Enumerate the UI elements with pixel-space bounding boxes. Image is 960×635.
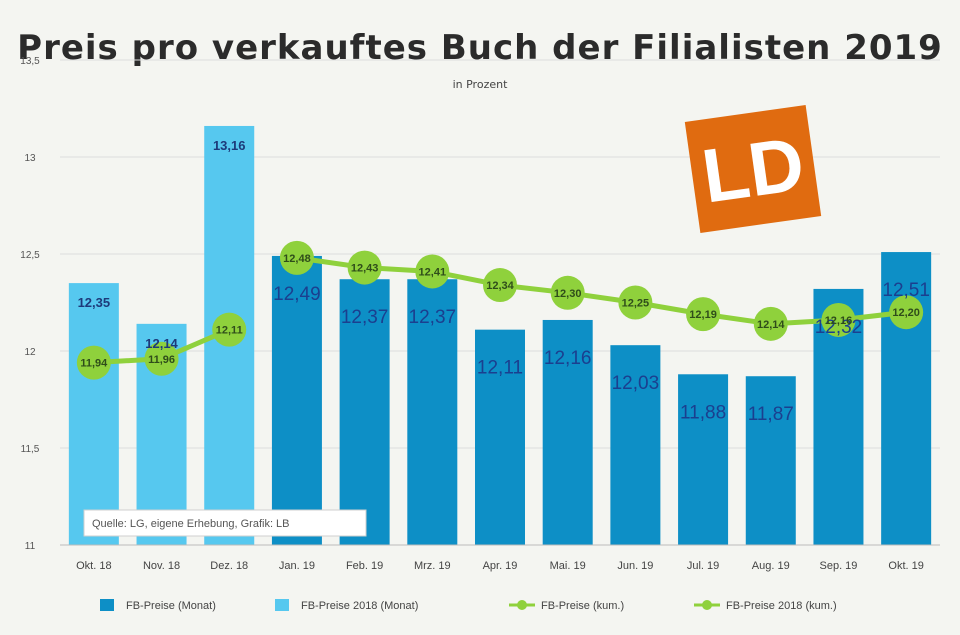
bar-data-label: 13,16 (213, 138, 246, 153)
bar (339, 279, 390, 545)
legend-marker (517, 600, 527, 610)
line-marker (618, 285, 653, 320)
x-tick-label: Apr. 19 (483, 560, 518, 572)
bar-data-label: 12,35 (78, 295, 111, 310)
line-marker (415, 254, 450, 289)
bar (745, 376, 796, 545)
line-data-label: 12,48 (283, 253, 311, 265)
line-marker (483, 268, 517, 303)
line-marker (279, 240, 314, 275)
bar-data-label: 12,51 (882, 280, 930, 301)
annotation-text: Quelle: LG, eigene Erhebung, Grafik: LB (92, 518, 290, 530)
y-tick-label: 11,5 (21, 444, 40, 455)
x-tick-label: Aug. 19 (752, 560, 790, 572)
x-tick-label: Okt. 19 (888, 560, 923, 572)
line-layer (76, 240, 924, 380)
bar-data-label: 12,03 (612, 373, 660, 394)
bar (678, 374, 729, 545)
bar-data-label: 11,87 (748, 404, 794, 425)
bar-data-label: 12,11 (477, 358, 523, 379)
bar-data-label: 12,32 (815, 317, 863, 338)
line-marker (889, 295, 924, 330)
bar-data-label: 11,88 (680, 402, 726, 423)
line-marker (212, 312, 247, 347)
line-data-label: 12,19 (689, 309, 717, 321)
legend-label: FB-Preise 2018 (Monat) (301, 600, 418, 612)
line-data-label: 12,41 (419, 266, 447, 278)
legend-swatch (100, 599, 114, 611)
bar (542, 319, 593, 545)
annotation: Quelle: LG, eigene Erhebung, Grafik: LB (83, 509, 367, 537)
line-marker (821, 302, 856, 337)
annotation-box (83, 509, 367, 537)
bar-data-label: 12,49 (273, 284, 321, 305)
bar-data-label: 12,37 (409, 307, 457, 328)
bar-data-label: 12,16 (544, 348, 592, 369)
x-tick-label: Mrz. 19 (414, 560, 451, 572)
legend-label: FB-Preise (kum.) (541, 600, 624, 612)
logo-background (684, 105, 822, 233)
x-tick-label: Nov. 18 (143, 560, 180, 572)
line-data-label: 12,30 (554, 288, 582, 300)
legend: FB-Preise (Monat) FB-Preise 2018 (Monat) F… (100, 599, 837, 612)
chart-subtitle: in Prozent (452, 78, 508, 91)
line-series (296, 255, 907, 327)
line-marker (686, 297, 721, 332)
bar (475, 329, 525, 545)
line-marker (347, 250, 382, 285)
line-data-label: 12,14 (757, 319, 785, 331)
line-marker (144, 341, 179, 376)
x-tick-label: Jul. 19 (687, 560, 719, 572)
y-tick-label: 12 (24, 347, 36, 358)
y-tick-label: 13 (24, 153, 36, 164)
legend-marker (702, 600, 712, 610)
y-tick-label: 13,5 (20, 56, 40, 67)
line-data-label: 12,11 (216, 325, 243, 337)
line-marker (753, 306, 788, 341)
bar (610, 345, 661, 545)
x-tick-label: Sep. 19 (820, 560, 858, 572)
legend-label: FB-Preise 2018 (kum.) (726, 600, 837, 612)
y-tick-label: 12,5 (20, 250, 40, 261)
x-tick-label: Mai. 19 (550, 560, 586, 572)
line-marker (550, 275, 585, 310)
legend-swatch (275, 599, 289, 611)
chart-title: Preis pro verkauftes Buch der Filialiste… (17, 28, 943, 68)
x-tick-label: Jan. 19 (279, 560, 315, 572)
y-tick-label: 11 (25, 541, 36, 552)
line-data-label: 12,43 (351, 263, 379, 275)
logo-text: LD (697, 121, 809, 219)
line-data-label: 12,34 (486, 280, 514, 292)
line-data-label: 12,20 (892, 307, 920, 319)
line-data-label: 11,94 (80, 358, 108, 370)
line-marker (76, 345, 111, 380)
line-data-label: 11,96 (148, 354, 175, 366)
legend-label: FB-Preise (Monat) (126, 600, 216, 612)
bar (407, 279, 458, 545)
x-tick-label: Okt. 18 (76, 560, 111, 572)
bar (271, 255, 322, 545)
x-tick-label: Dez. 18 (210, 560, 248, 572)
bar-data-label: 12,37 (341, 307, 389, 328)
bar (68, 283, 119, 545)
label-layer: 12,49 12,37 12,37 12,11 12,16 12,03 11,88 11,87… (78, 138, 930, 425)
bar-data-label: 12,14 (145, 336, 178, 351)
axis-layer: 11 11,5 12 12,5 13 13,5 Okt. 18 Nov. 18 Dez. 18 J… (20, 56, 940, 572)
x-tick-label: Jun. 19 (617, 560, 653, 572)
line-data-label: 12,16 (825, 315, 853, 327)
x-tick-label: Feb. 19 (346, 560, 383, 572)
logo: LD (684, 105, 822, 233)
line-data-label: 12,25 (622, 298, 650, 310)
